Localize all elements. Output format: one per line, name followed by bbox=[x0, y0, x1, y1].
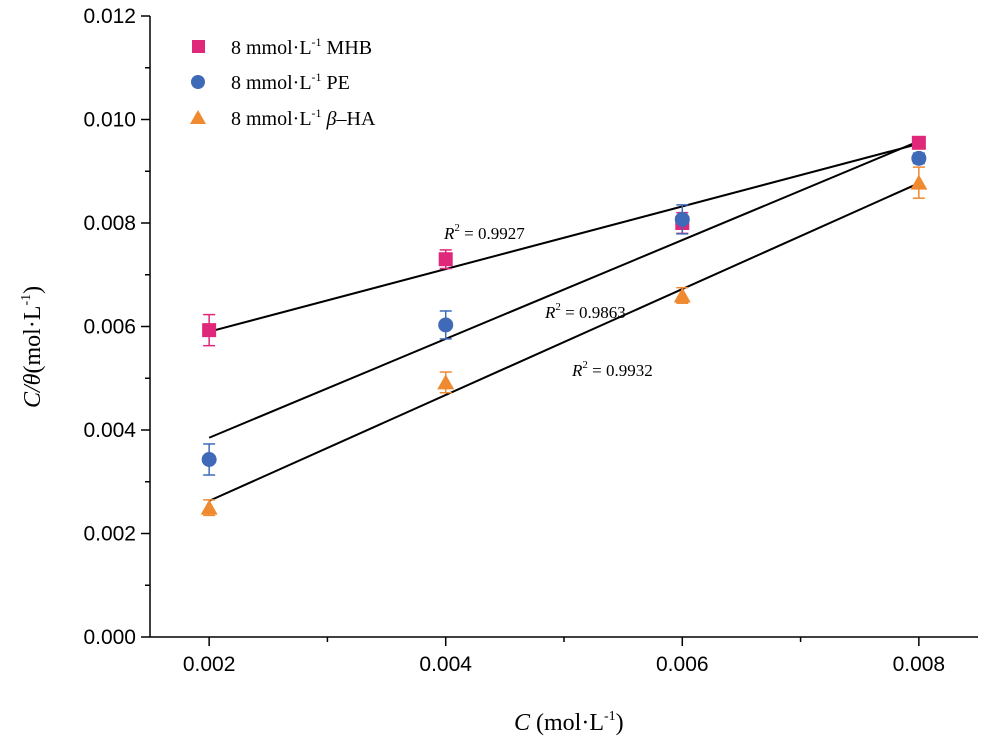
r2-exponent: 2 bbox=[555, 301, 561, 313]
y-tick-label: 0.004 bbox=[83, 419, 136, 442]
legend-marker-ha bbox=[190, 110, 206, 124]
r2-value: = 0.9863 bbox=[561, 303, 626, 322]
legend-label-ha: 8 mmol·L-1 β–HA bbox=[231, 106, 376, 130]
data-point-square bbox=[911, 135, 926, 150]
data-marks bbox=[200, 135, 928, 517]
legend-label-pe: 8 mmol·L-1 PE bbox=[231, 70, 350, 94]
r2-annotation-pe: R2 = 0.9863 bbox=[544, 301, 626, 322]
fit-lines bbox=[208, 140, 920, 502]
r2-exponent: 2 bbox=[454, 222, 460, 234]
y-tick-label: 0.006 bbox=[83, 316, 136, 339]
data-point-square bbox=[202, 323, 217, 338]
fit-line bbox=[208, 142, 920, 333]
x-tick-label: 0.004 bbox=[419, 653, 472, 676]
r2-annotation-ha: R2 = 0.9932 bbox=[571, 359, 653, 380]
legend-label-mhb: 8 mmol·L-1 MHB bbox=[231, 35, 372, 59]
fit-line bbox=[208, 182, 920, 502]
data-point-square bbox=[438, 252, 453, 267]
r2-value: = 0.9932 bbox=[588, 361, 653, 380]
data-point-circle bbox=[911, 150, 927, 166]
data-point-triangle bbox=[673, 287, 691, 303]
y-tick-label: 0.008 bbox=[83, 212, 136, 235]
legend-marker-mhb bbox=[192, 40, 205, 53]
legend: 8 mmol·L-1 MHB 8 mmol·L-1 PE 8 mmol·L-1 … bbox=[190, 35, 376, 130]
x-tick-label: 0.008 bbox=[893, 653, 946, 676]
fit-line bbox=[208, 140, 920, 439]
data-point-triangle bbox=[200, 499, 218, 515]
data-point-triangle bbox=[437, 374, 455, 390]
legend-marker-pe bbox=[191, 75, 205, 89]
y-axis-title: C/θ(mol·L-1) bbox=[19, 286, 46, 408]
data-point-circle bbox=[438, 317, 454, 333]
data-point-circle bbox=[674, 211, 690, 227]
r2-symbol: R bbox=[544, 303, 556, 322]
data-point-circle bbox=[201, 451, 217, 467]
r2-symbol: R bbox=[571, 361, 583, 380]
y-tick-label: 0.000 bbox=[83, 626, 136, 649]
x-axis-title: C (mol·L-1) bbox=[514, 709, 624, 736]
y-tick-label: 0.012 bbox=[83, 5, 136, 28]
r2-symbol: R bbox=[443, 224, 455, 243]
r2-exponent: 2 bbox=[582, 359, 588, 371]
r2-value: = 0.9927 bbox=[460, 224, 525, 243]
y-tick-label: 0.002 bbox=[83, 523, 136, 546]
data-point-triangle bbox=[910, 174, 928, 190]
r2-annotation-mhb: R2 = 0.9927 bbox=[443, 222, 525, 243]
axes: 0.002 0.004 0.006 0.008 0.000 0.002 0.004 0.006… bbox=[83, 5, 978, 676]
y-tick-label: 0.010 bbox=[83, 109, 136, 132]
x-tick-label: 0.006 bbox=[656, 653, 709, 676]
x-tick-label: 0.002 bbox=[183, 653, 236, 676]
